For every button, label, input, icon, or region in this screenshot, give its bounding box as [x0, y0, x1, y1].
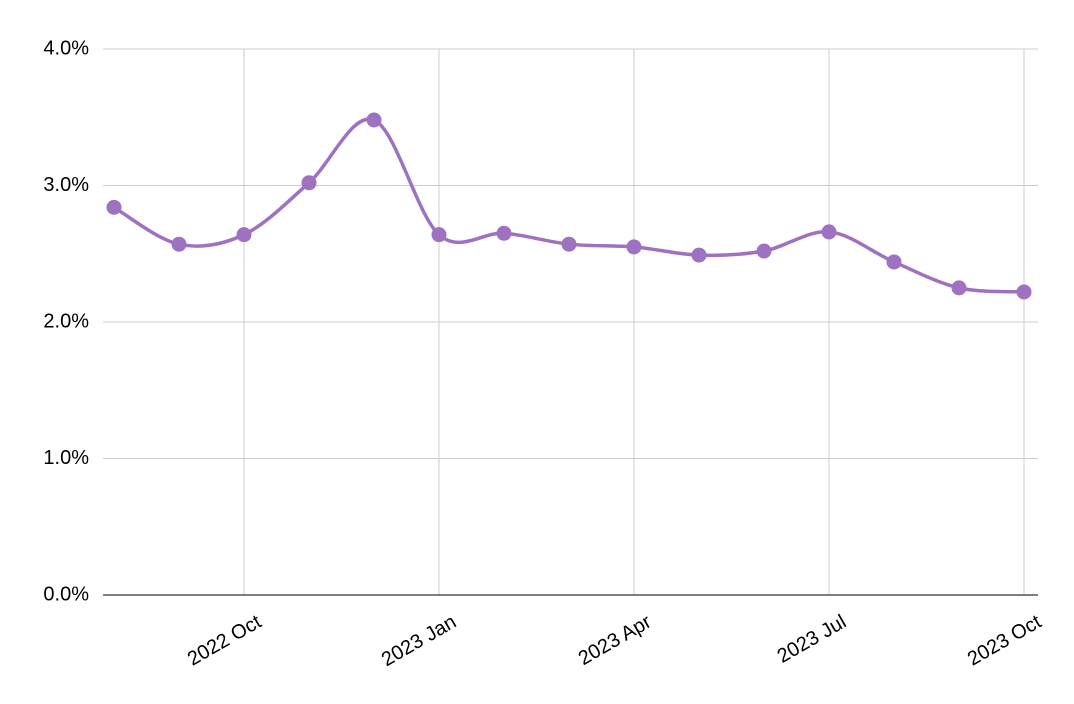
y-tick-label: 2.0% — [43, 310, 89, 332]
x-tick-label: 2023 Apr — [575, 611, 656, 670]
x-tick-label: 2023 Oct — [964, 611, 1046, 671]
point — [626, 239, 642, 255]
x-tick-label: 2023 Jan — [378, 611, 460, 671]
y-tick-label: 1.0% — [43, 447, 89, 469]
point — [691, 247, 707, 263]
point — [106, 199, 122, 215]
y-tick-label: 0.0% — [43, 583, 89, 605]
point — [171, 236, 187, 252]
point — [301, 175, 317, 191]
point — [366, 112, 382, 128]
point — [561, 236, 577, 252]
point — [821, 224, 837, 240]
point — [431, 227, 447, 243]
y-tick-label: 3.0% — [43, 174, 89, 196]
point — [236, 227, 252, 243]
point — [1016, 284, 1032, 300]
point — [496, 225, 512, 241]
point — [951, 280, 967, 296]
x-tick-label: 2023 Jul — [774, 611, 850, 668]
point — [886, 254, 902, 270]
x-tick-label: 2022 Oct — [184, 611, 266, 671]
point — [756, 243, 772, 259]
line — [113, 117, 1025, 294]
y-tick-label: 4.0% — [43, 37, 89, 59]
